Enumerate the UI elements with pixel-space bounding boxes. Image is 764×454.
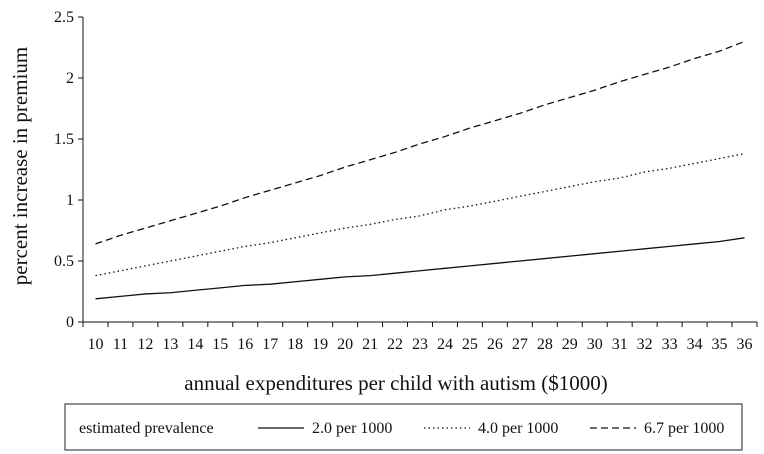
x-tick-label: 33	[662, 336, 678, 353]
x-tick-label: 20	[337, 336, 353, 353]
y-tick-label: 2	[66, 70, 74, 87]
y-tick-label: 1.5	[54, 131, 74, 148]
y-tick-label: 2.5	[54, 9, 74, 26]
x-tick-label: 28	[537, 336, 553, 353]
x-tick-label: 15	[212, 336, 228, 353]
x-tick-label: 35	[712, 336, 728, 353]
x-tick-label: 29	[562, 336, 578, 353]
x-tick-label: 18	[287, 336, 303, 353]
x-tick-label: 36	[737, 336, 753, 353]
x-tick-label: 16	[237, 336, 253, 353]
series-line-3	[95, 40, 745, 245]
legend-entry-1: 2.0 per 1000	[312, 420, 392, 437]
x-tick-label: 13	[162, 336, 178, 353]
x-tick-label: 19	[312, 336, 328, 353]
series-line-1	[95, 237, 745, 300]
y-axis: 0 0.5 1 1.5 2 2.5	[54, 9, 84, 331]
legend-box	[64, 403, 743, 451]
legend-entry-2: 4.0 per 1000	[478, 420, 558, 437]
x-tick-label: 22	[387, 336, 403, 353]
x-tick-label: 10	[87, 336, 103, 353]
x-axis: 10 11 12 13 14 15 16 17 18 19 20 21 22 23 24 25 26 27 28 29…	[82, 321, 758, 353]
x-tick-label: 32	[637, 336, 653, 353]
x-tick-label: 12	[137, 336, 153, 353]
x-tick-label: 24	[437, 336, 453, 353]
legend: estimated prevalence 2.0 per 1000 4.0 pe…	[64, 403, 743, 451]
legend-title: estimated prevalence	[79, 420, 214, 437]
y-tick-label: 0.5	[54, 253, 74, 270]
x-tick-label: 31	[612, 336, 628, 353]
x-tick-label: 26	[487, 336, 503, 353]
x-tick-label: 34	[687, 336, 703, 353]
x-axis-title: annual expenditures per child with autis…	[184, 371, 607, 395]
x-tick-label: 21	[362, 336, 378, 353]
y-tick-label: 0	[66, 314, 74, 331]
legend-entry-3: 6.7 per 1000	[644, 420, 724, 437]
y-axis-title: percent increase in premium	[8, 47, 32, 285]
x-tick-label: 11	[113, 336, 128, 353]
x-tick-label: 23	[412, 336, 428, 353]
x-tick-label: 14	[187, 336, 203, 353]
plot-area	[95, 40, 745, 300]
x-tick-label: 30	[587, 336, 603, 353]
x-tick-label: 17	[262, 336, 278, 353]
x-tick-label: 27	[512, 336, 528, 353]
y-tick-label: 1	[66, 192, 74, 209]
x-tick-label: 25	[462, 336, 478, 353]
